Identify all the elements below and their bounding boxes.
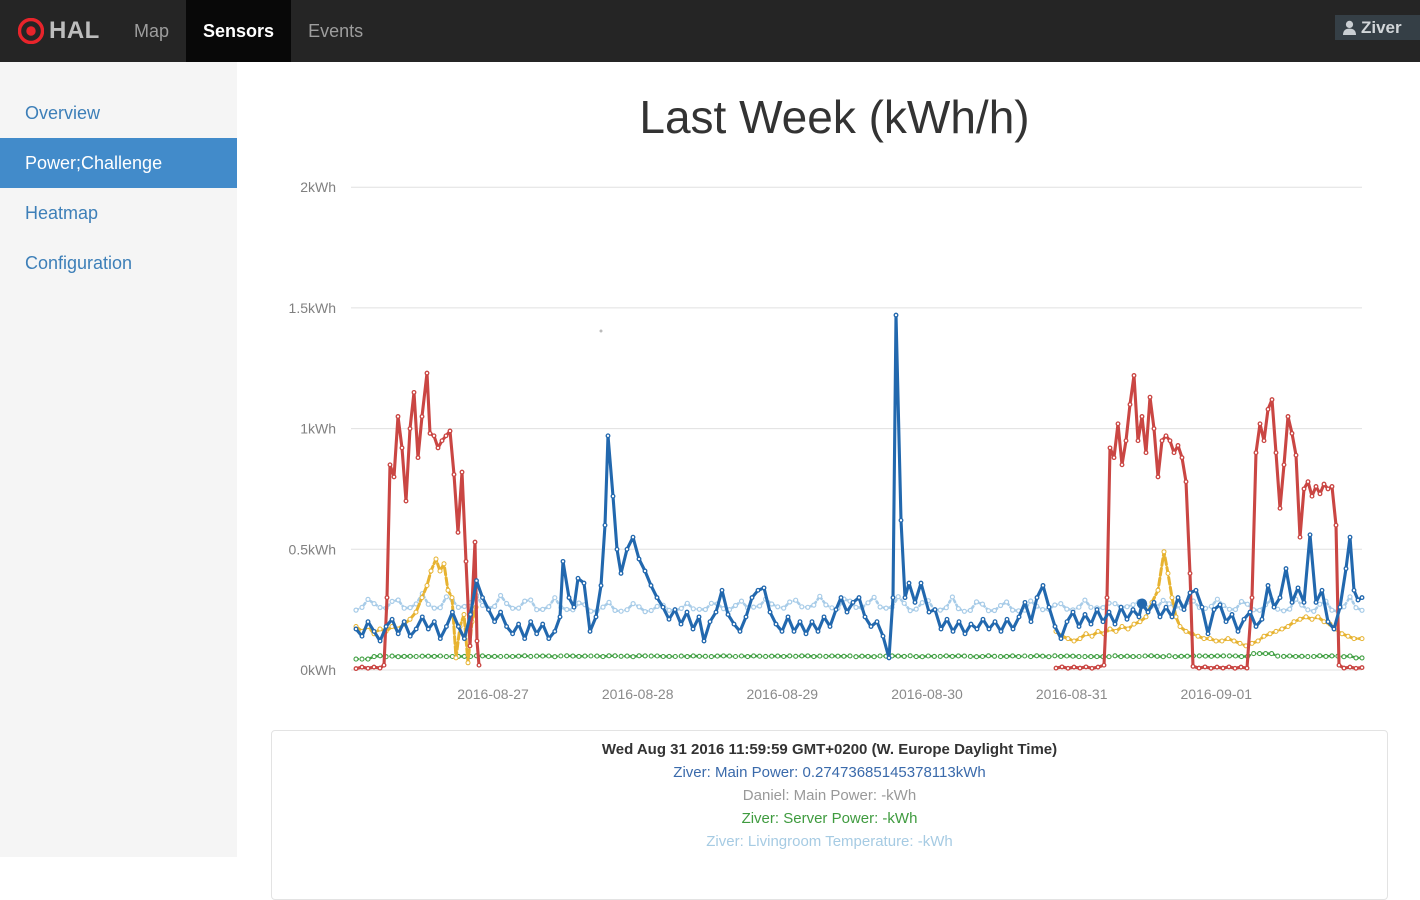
svg-text:2016-08-27: 2016-08-27 (457, 686, 529, 702)
svg-text:0.5kWh: 0.5kWh (289, 541, 336, 557)
svg-text:2kWh: 2kWh (300, 179, 336, 195)
svg-text:0kWh: 0kWh (300, 662, 336, 678)
svg-text:2016-09-01: 2016-09-01 (1180, 686, 1252, 702)
svg-text:1kWh: 1kWh (300, 421, 336, 437)
svg-text:2016-08-28: 2016-08-28 (602, 686, 674, 702)
svg-text:2016-08-29: 2016-08-29 (746, 686, 818, 702)
svg-text:2016-08-30: 2016-08-30 (891, 686, 963, 702)
svg-text:1.5kWh: 1.5kWh (289, 300, 336, 316)
svg-text:2016-08-31: 2016-08-31 (1036, 686, 1108, 702)
